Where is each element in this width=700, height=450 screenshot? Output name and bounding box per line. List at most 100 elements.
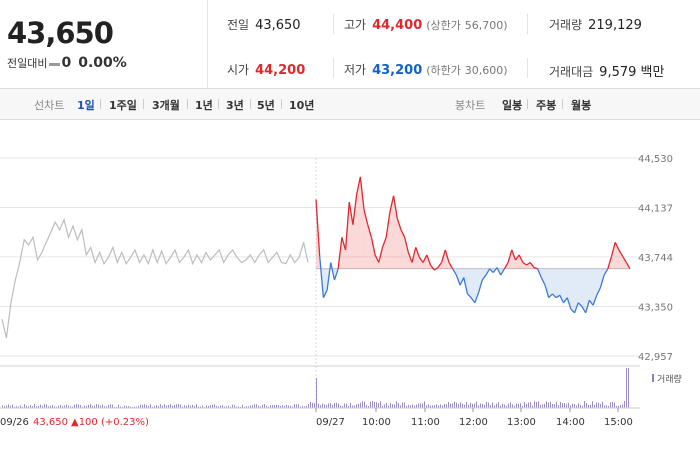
volume-bar — [444, 403, 445, 408]
volume-legend: 거래량 — [657, 373, 682, 385]
volume-bar — [172, 405, 173, 408]
area-fill — [467, 268, 472, 298]
line-segment — [370, 237, 376, 256]
tab-1y[interactable]: 1년 — [195, 99, 213, 112]
volume-bar — [50, 405, 51, 408]
volume-bar — [198, 406, 199, 408]
volume-bar — [98, 404, 99, 408]
volume-bar — [222, 405, 223, 408]
area-fill — [622, 256, 627, 269]
tab-5y[interactable]: 5년 — [257, 99, 275, 112]
volume-bar — [382, 405, 383, 408]
high-label: 고가 — [344, 18, 367, 32]
volume-bar — [130, 406, 131, 408]
volume-bar — [180, 404, 181, 408]
volume-bar — [4, 406, 5, 408]
divider — [562, 99, 563, 109]
line-segment — [540, 277, 546, 286]
volume-bar — [148, 405, 149, 408]
volume-bar — [350, 402, 351, 408]
volume-bar — [390, 402, 391, 408]
line-segment — [418, 257, 424, 263]
candle-chart-label: 봉차트 — [455, 99, 486, 112]
tab-weekly-candle[interactable]: 주봉 — [536, 99, 557, 112]
volume-bar — [400, 405, 401, 408]
volume-bar — [42, 405, 43, 408]
volume-bar — [156, 405, 157, 408]
volume-bar — [616, 405, 617, 408]
area-fill — [611, 242, 616, 269]
volume-bar — [414, 405, 415, 408]
volume-bar — [442, 405, 443, 408]
line-segment — [381, 237, 387, 248]
x-axis: 09/27 10:00 11:00 12:00 13:00 14:00 15:00 — [315, 408, 633, 428]
line-segment — [481, 274, 487, 281]
trade-value-cell: 거래대금 9,579 백만 — [549, 61, 664, 80]
divider — [333, 14, 334, 34]
volume-bar — [484, 404, 485, 408]
volume-bar — [488, 402, 489, 408]
divider — [527, 14, 528, 34]
open-label: 시가 — [227, 63, 250, 77]
volume-bar — [454, 401, 455, 408]
line-segment — [544, 284, 550, 298]
volume-bar — [408, 404, 409, 408]
volume-bar — [476, 401, 477, 408]
volume-bar — [480, 403, 481, 408]
volume-bar — [586, 402, 587, 408]
line-segment — [470, 297, 476, 304]
volume-bar — [84, 405, 85, 408]
volume-bar — [190, 405, 191, 408]
volume-bar — [486, 402, 487, 408]
tab-3m[interactable]: 3개월 — [152, 99, 180, 112]
volume-bar — [310, 401, 311, 408]
line-segment — [526, 261, 531, 266]
prev-close-label: 전일 — [227, 18, 250, 32]
volume-bar — [76, 404, 77, 408]
volume-bar — [232, 404, 233, 408]
volume-bar — [412, 404, 413, 408]
tab-monthly-candle[interactable]: 월봉 — [571, 99, 592, 112]
line-segment — [614, 242, 620, 251]
x-tick-label: 10:00 — [362, 417, 391, 428]
volume-bar — [312, 402, 313, 408]
volume-bar — [242, 404, 243, 408]
volume-bar — [158, 405, 159, 408]
area-fill — [581, 268, 586, 313]
line-segment — [477, 279, 483, 293]
line-segment — [596, 287, 602, 296]
tab-1d[interactable]: 1일 — [77, 99, 95, 112]
volume-bar — [124, 405, 125, 408]
tab-1w[interactable]: 1주일 — [109, 99, 137, 112]
area-fill — [323, 268, 328, 298]
volume-bar — [576, 405, 577, 408]
volume-bar — [392, 404, 393, 408]
y-tick-label: 42,957 — [638, 352, 673, 363]
volume-bar — [298, 404, 299, 408]
area-fill — [489, 268, 494, 273]
volume-bar — [178, 404, 179, 408]
volume-bar — [346, 403, 347, 408]
volume-bar — [36, 406, 37, 408]
volume-bar — [492, 402, 493, 408]
area-fill — [556, 268, 560, 298]
volume-bar — [558, 405, 559, 408]
volume-bar — [128, 406, 129, 408]
volume-bar — [90, 404, 91, 408]
divider — [187, 99, 188, 109]
volume-bar — [192, 404, 193, 408]
volume-bar — [176, 404, 177, 408]
volume-bar — [28, 406, 29, 408]
x-tick-label: 15:00 — [604, 417, 633, 428]
tab-10y[interactable]: 10년 — [289, 99, 315, 112]
line-segment — [577, 302, 583, 307]
volume-bar — [432, 405, 433, 408]
tab-daily-candle[interactable]: 일봉 — [502, 99, 523, 112]
line-segment — [566, 297, 572, 310]
volume-bar — [112, 404, 113, 408]
volume-bar — [478, 405, 479, 408]
line-segment — [555, 294, 561, 299]
volume-bar — [450, 403, 451, 408]
tab-3y[interactable]: 3년 — [226, 99, 244, 112]
line-segment — [599, 274, 605, 288]
